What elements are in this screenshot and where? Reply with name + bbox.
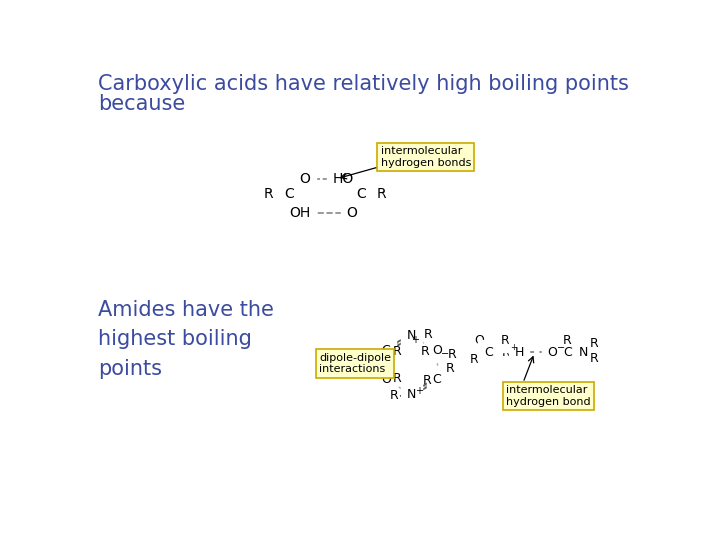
Text: O: O [432,344,441,357]
Text: R: R [420,345,430,357]
Text: N: N [407,329,416,342]
Text: N: N [578,346,588,359]
Text: O: O [474,334,484,347]
Text: intermolecular
hydrogen bonds: intermolecular hydrogen bonds [381,146,471,168]
Text: C: C [432,373,441,386]
Text: R: R [501,334,510,347]
Text: R: R [424,328,433,341]
Text: R: R [448,348,456,361]
Text: Carboxylic acids have relatively high boiling points: Carboxylic acids have relatively high bo… [98,74,629,94]
Text: C: C [356,187,366,201]
Text: OH: OH [289,206,310,220]
Text: R: R [264,187,274,201]
Text: O: O [346,206,358,220]
Text: Amides have the
highest boiling
points: Amides have the highest boiling points [98,300,274,379]
Text: R: R [446,362,455,375]
Text: +: + [510,343,517,352]
Text: N: N [407,388,416,401]
Text: O: O [300,172,310,186]
Text: −: − [441,349,449,359]
Text: R: R [377,187,386,201]
Text: R: R [590,353,598,366]
Text: R: R [393,373,402,386]
Text: C: C [484,346,492,359]
Text: +: + [415,386,423,395]
Text: dipole-dipole
interactions: dipole-dipole interactions [319,353,391,374]
Text: intermolecular
hydrogen bond: intermolecular hydrogen bond [506,385,590,407]
Text: R: R [393,345,402,357]
Text: C: C [284,187,294,201]
Text: R: R [470,353,479,366]
Text: C: C [563,346,572,359]
Text: R: R [423,374,431,387]
Text: N: N [501,346,510,359]
Text: C: C [382,344,390,357]
Text: −: − [385,371,393,381]
Text: because: because [98,94,185,114]
Text: O: O [381,373,391,386]
Text: R: R [590,337,598,350]
Text: HO: HO [333,172,354,186]
Text: −: − [557,343,565,353]
Text: H: H [515,346,524,359]
Text: O: O [547,346,557,359]
Text: R: R [368,355,377,368]
Text: R: R [390,389,399,402]
Text: +: + [410,335,418,345]
Text: R: R [562,334,571,347]
